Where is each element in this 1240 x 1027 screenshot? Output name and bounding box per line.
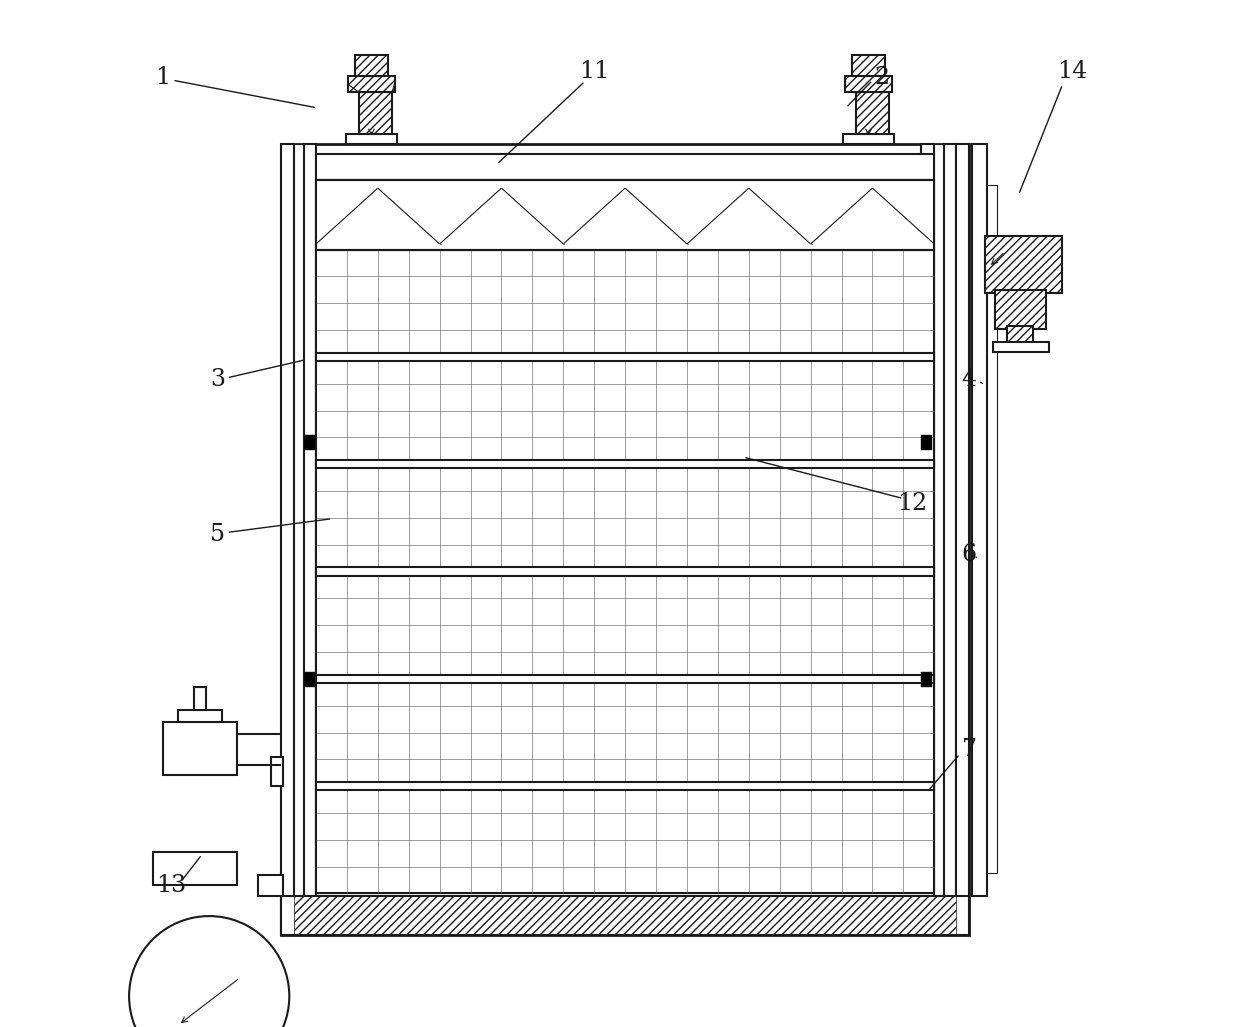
Bar [1007,326,1033,344]
Bar [316,357,934,464]
Bar [316,679,934,787]
Bar [153,852,237,885]
Bar [844,76,892,92]
Bar [348,76,396,92]
Bar [921,144,934,935]
Text: 4: 4 [961,369,977,391]
Bar [994,290,1047,329]
Bar [304,435,315,450]
Bar [316,464,934,571]
Bar [993,342,1049,352]
Bar [944,144,956,935]
Bar [346,134,397,144]
Bar [316,787,934,893]
Bar [316,460,934,468]
Bar [316,250,934,357]
Bar [360,92,392,134]
Bar [294,896,956,935]
Bar [972,144,987,896]
Bar [856,92,889,134]
Bar [843,134,894,144]
Bar [294,144,304,935]
Bar [360,92,392,134]
Bar [258,875,283,896]
Bar [985,236,1061,293]
Text: 13: 13 [156,874,186,897]
Bar [348,76,396,92]
Bar [985,236,1061,293]
Bar [316,180,934,896]
Circle shape [129,916,289,1027]
Bar [921,673,932,687]
Bar [355,55,388,76]
Text: 7: 7 [962,738,977,761]
Text: 5: 5 [210,523,224,545]
Bar [304,673,315,687]
Bar [956,144,970,935]
Bar [1007,326,1033,344]
Bar [281,144,970,935]
Text: 1: 1 [155,66,171,88]
Text: 2: 2 [874,66,889,88]
Text: 11: 11 [579,61,609,83]
Bar [316,352,934,360]
Bar [281,896,970,935]
Bar [304,144,316,935]
Bar [193,687,206,710]
Bar [921,435,932,450]
Bar [856,92,889,134]
Bar [852,55,885,76]
Bar [316,154,934,180]
Text: 3: 3 [210,369,224,391]
Bar [316,567,934,575]
Bar [162,722,237,775]
Bar [934,144,944,935]
Bar [844,76,892,92]
Bar [179,710,222,722]
Bar [316,783,934,791]
Bar [316,571,934,679]
Bar [852,55,885,76]
Bar [994,290,1047,329]
Bar [316,180,934,250]
Bar [987,185,997,873]
Bar [281,144,294,935]
Text: 12: 12 [898,492,928,515]
Bar [316,675,934,683]
Text: 14: 14 [1056,61,1087,83]
Text: 6: 6 [961,543,977,566]
Bar [270,757,283,786]
Bar [355,55,388,76]
